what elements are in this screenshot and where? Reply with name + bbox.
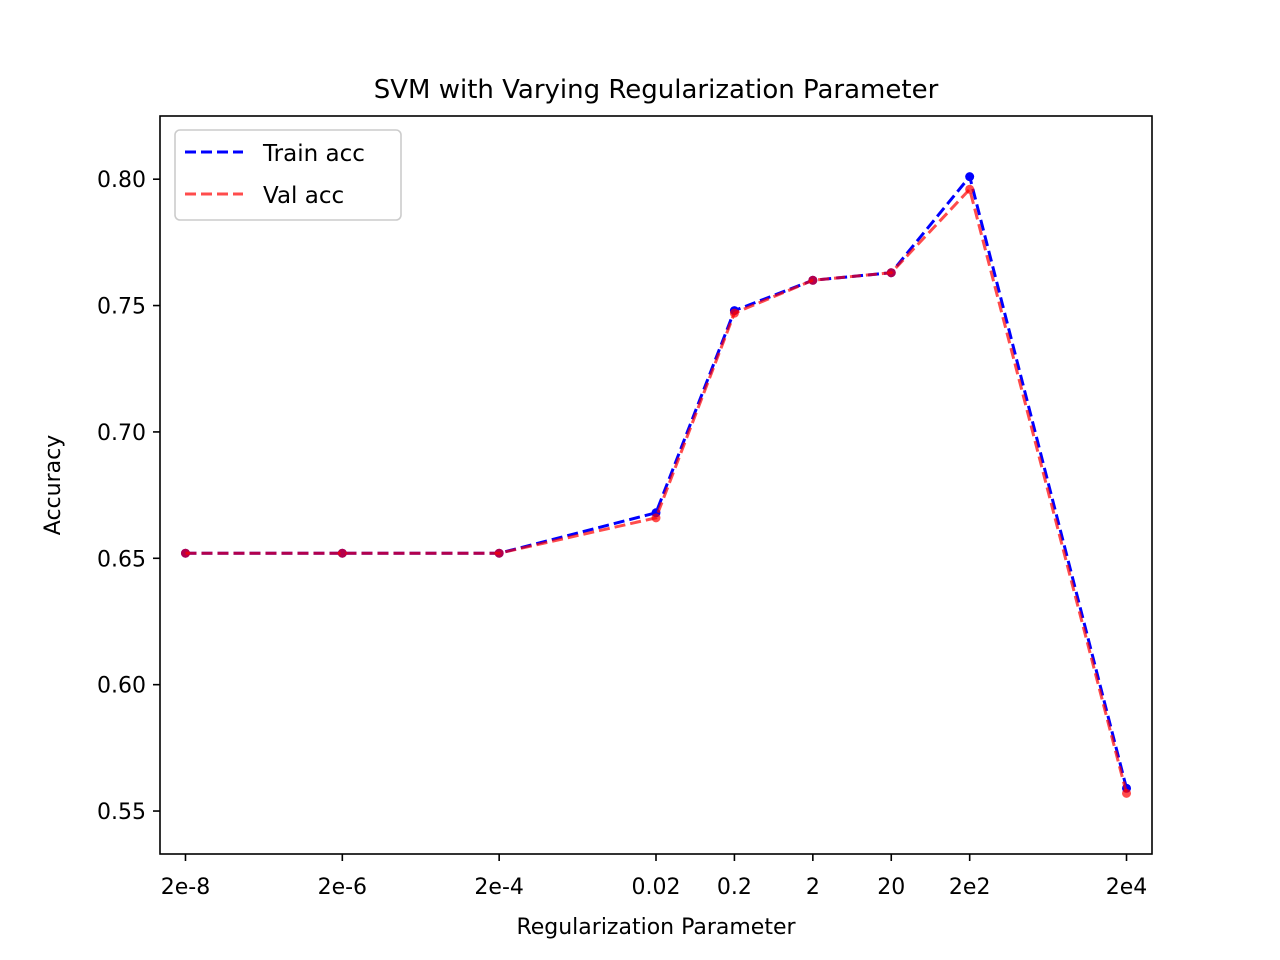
x-tick-label: 0.02 xyxy=(632,875,681,900)
y-tick-label: 0.60 xyxy=(97,674,146,699)
data-point-train xyxy=(965,172,975,182)
data-point-val xyxy=(180,548,190,558)
data-point-val xyxy=(651,513,661,523)
data-point-val xyxy=(729,308,739,318)
y-axis: 0.55 0.60 0.65 0.70 0.75 0.80 xyxy=(97,168,160,825)
x-tick-label: 20 xyxy=(877,875,905,900)
x-tick-label: 2e-8 xyxy=(161,875,210,900)
legend-box xyxy=(174,129,402,221)
y-tick-label: 0.75 xyxy=(97,295,146,320)
x-tick-label: 2 xyxy=(806,875,820,900)
y-tick-label: 0.70 xyxy=(97,421,146,446)
legend-label-val: Val acc xyxy=(263,183,344,209)
y-tick-label: 0.65 xyxy=(97,547,146,572)
data-point-val xyxy=(1122,788,1132,798)
series-layer xyxy=(180,172,1132,798)
data-point-val xyxy=(808,275,818,285)
x-tick-label: 2e-6 xyxy=(318,875,367,900)
legend: Train acc Val acc xyxy=(174,129,402,221)
x-tick-label: 0.2 xyxy=(717,875,752,900)
x-tick-label: 2e2 xyxy=(949,875,991,900)
chart-title: SVM with Varying Regularization Paramete… xyxy=(374,75,939,105)
y-axis-label: Accuracy xyxy=(41,435,66,535)
data-point-val xyxy=(965,184,975,194)
x-tick-label: 2e-4 xyxy=(474,875,523,900)
data-point-val xyxy=(886,268,896,278)
legend-label-train: Train acc xyxy=(262,141,365,167)
x-axis-label: Regularization Parameter xyxy=(516,915,796,940)
data-point-val xyxy=(494,548,504,558)
x-tick-label: 2e4 xyxy=(1106,875,1148,900)
x-axis: 2e-8 2e-6 2e-4 0.02 0.2 2 20 2e2 2e4 xyxy=(161,854,1148,900)
data-point-val xyxy=(337,548,347,558)
y-tick-label: 0.80 xyxy=(97,168,146,193)
y-tick-label: 0.55 xyxy=(97,800,146,825)
